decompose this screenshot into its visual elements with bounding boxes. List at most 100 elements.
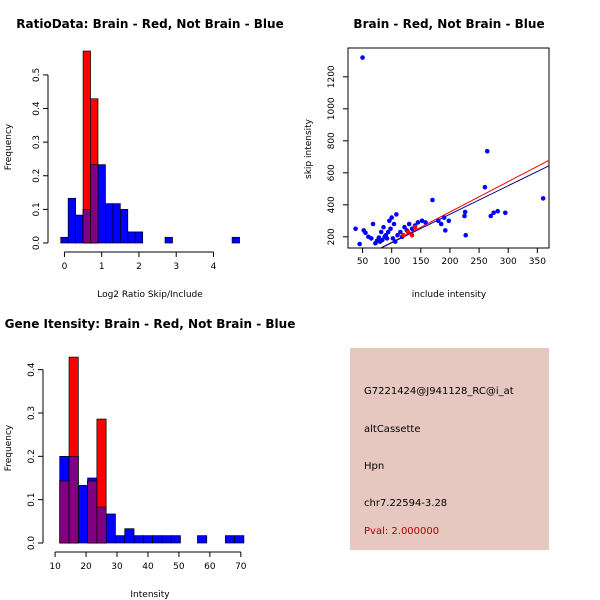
ratio-y-tick-label: 0.5 xyxy=(32,68,42,82)
not-brain-point xyxy=(392,239,398,244)
gene-intensity-bars xyxy=(59,356,245,544)
intensity-scatter-title: Brain - Red, Not Brain - Blue xyxy=(353,17,544,31)
scatter-axes: 50 100 150 200 250 300 350 200 400 600 800 1000 1200 xyxy=(327,65,546,267)
scatter-x-tick-label: 150 xyxy=(412,257,429,267)
not-brain-point xyxy=(381,224,386,230)
not-brain-point xyxy=(463,232,468,238)
ratio-histogram-title: RatioData: Brain - Red, Not Brain - Blue xyxy=(16,17,283,31)
not-brain-point xyxy=(394,212,399,217)
ratio-not-brain-bar xyxy=(119,209,129,244)
not-brain-point xyxy=(415,220,421,225)
scatter-x-tick-label: 200 xyxy=(441,257,458,267)
scatter-y-tick-label: 400 xyxy=(327,196,337,213)
not-brain-point xyxy=(441,215,447,220)
intensity-overlap-bar xyxy=(59,480,70,544)
ratio-not-brain-bar xyxy=(127,231,136,244)
intensity-overlap-bar xyxy=(96,506,107,544)
ratio-histogram-bars xyxy=(60,50,240,244)
ratio-not-brain-bar xyxy=(97,164,106,244)
ratio-not-brain-bar xyxy=(112,203,121,244)
intensity-x-tick-label: 20 xyxy=(80,562,92,572)
intensity-scatter: Brain - Red, Not Brain - Blue 50 100 150 20… xyxy=(304,17,550,300)
p-value: Pval: 2.000000 xyxy=(364,526,440,537)
event-type: altCassette xyxy=(364,424,421,435)
not-brain-point xyxy=(363,230,368,236)
ratio-overlap-bar xyxy=(90,164,99,244)
intensity-scatter-ylabel: skip intensity xyxy=(304,118,314,179)
scatter-x-tick-label: 50 xyxy=(357,257,369,267)
not-brain-point xyxy=(436,218,441,224)
not-brain-point xyxy=(360,55,365,60)
not-brain-point xyxy=(484,148,490,154)
ratio-histogram-ylabel: Frequency xyxy=(4,123,14,170)
intensity-y-tick-label: 0.3 xyxy=(27,406,37,420)
not-brain-point xyxy=(370,221,376,227)
intensity-not-brain-bar xyxy=(124,528,135,544)
scatter-marks xyxy=(353,55,550,249)
ratio-not-brain-bar xyxy=(75,214,84,244)
not-brain-point xyxy=(391,221,397,227)
intensity-overlap-bar xyxy=(87,480,98,544)
not-brain-point xyxy=(406,221,412,227)
not-brain-point xyxy=(398,229,403,235)
not-brain-point xyxy=(488,213,494,219)
genomic-location: chr7.22594-3.28 xyxy=(364,498,448,509)
not-brain-point xyxy=(384,236,390,241)
intensity-not-brain-bar xyxy=(234,535,245,544)
ratio-x-tick-label: 0 xyxy=(62,262,68,272)
scatter-x-tick-label: 100 xyxy=(383,257,400,267)
not-brain-point xyxy=(438,221,444,227)
probe-info-panel: G7221424@J941128_RC@i_at altCassette Hpn… xyxy=(350,348,549,550)
intensity-overlap-bar xyxy=(68,455,79,544)
ratio-not-brain-bar xyxy=(67,197,76,244)
not-brain-point xyxy=(353,226,358,232)
intensity-y-tick-label: 0.0 xyxy=(27,536,37,551)
ratio-y-tick-label: 0.1 xyxy=(32,202,42,216)
ratio-y-tick-label: 0.3 xyxy=(32,135,42,149)
not-brain-point xyxy=(442,228,448,233)
not-brain-point xyxy=(395,232,400,238)
not-brain-point xyxy=(402,224,407,230)
intensity-y-tick-label: 0.4 xyxy=(27,362,37,377)
not-brain-point xyxy=(462,209,468,215)
scatter-y-tick-label: 1200 xyxy=(327,65,337,88)
not-brain-point xyxy=(389,215,394,220)
gene-intensity-histogram: Gene Itensity: Brain - Red, Not Brain - … xyxy=(4,317,295,600)
not-brain-point xyxy=(390,236,396,241)
brain-point xyxy=(405,229,411,235)
not-brain-point xyxy=(482,184,488,190)
intensity-y-tick-label: 0.2 xyxy=(27,449,37,463)
brain-point xyxy=(409,232,415,238)
scatter-y-tick-label: 600 xyxy=(327,164,337,181)
intensity-x-tick-label: 30 xyxy=(111,562,123,572)
scatter-x-tick-label: 350 xyxy=(529,257,546,267)
gene-name: Hpn xyxy=(364,461,385,472)
gene-intensity-xlabel: Intensity xyxy=(130,590,170,600)
not-brain-point xyxy=(369,236,374,241)
ratio-not-brain-bar xyxy=(164,236,173,244)
ratio-y-tick-label: 0.4 xyxy=(32,101,42,116)
ratio-x-tick-label: 3 xyxy=(173,262,179,272)
not-brain-point xyxy=(357,241,362,247)
intensity-x-tick-label: 70 xyxy=(235,562,247,572)
intensity-not-brain-bar xyxy=(170,535,181,544)
intensity-not-brain-bar xyxy=(142,535,153,544)
ratio-not-brain-bar xyxy=(60,236,69,244)
ratio-x-tick-label: 1 xyxy=(99,262,105,272)
not-brain-point xyxy=(446,218,452,224)
not-brain-point xyxy=(388,226,393,232)
scatter-y-tick-label: 800 xyxy=(327,132,337,149)
not-brain-point xyxy=(376,235,382,240)
not-brain-point xyxy=(380,237,385,243)
ratio-x-tick-label: 2 xyxy=(136,262,142,272)
intensity-x-tick-label: 10 xyxy=(49,562,61,572)
scatter-y-tick-label: 200 xyxy=(327,228,337,245)
ratio-histogram: RatioData: Brain - Red, Not Brain - Blue… xyxy=(4,17,284,300)
brain-point xyxy=(412,224,418,230)
gene-intensity-axes: 10 20 30 40 50 60 70 0.0 0.1 0.2 0.3 0.4 xyxy=(27,362,247,572)
ratio-overlap-bar xyxy=(82,209,91,244)
intensity-x-tick-label: 40 xyxy=(142,562,154,572)
not-brain-point xyxy=(495,208,501,214)
probe-id: G7221424@J941128_RC@i_at xyxy=(364,386,514,397)
